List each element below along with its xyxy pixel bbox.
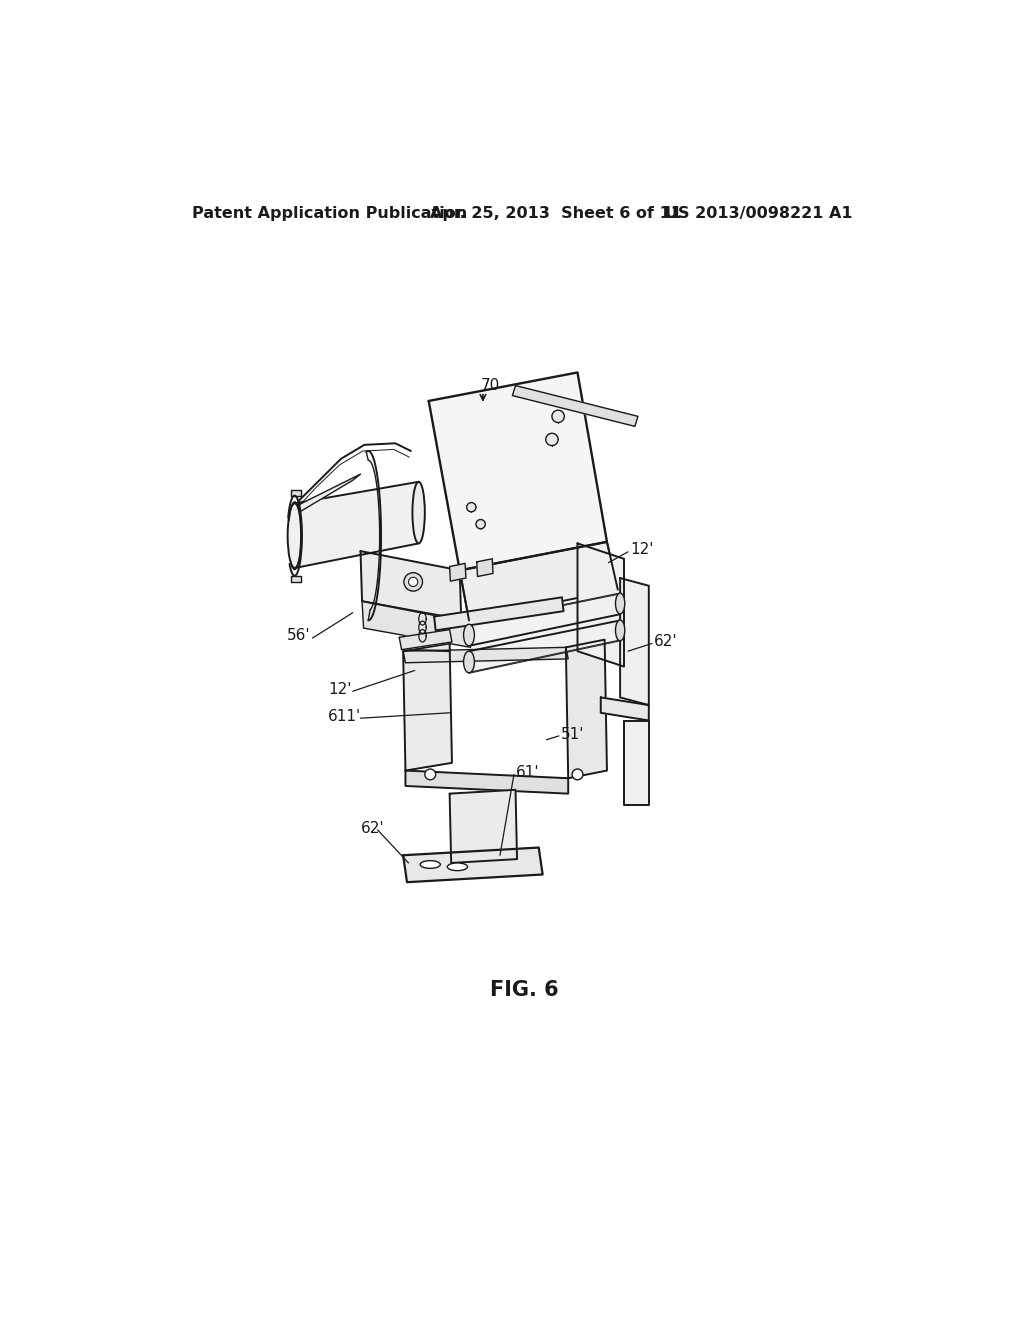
Ellipse shape <box>420 861 440 869</box>
Ellipse shape <box>464 624 474 645</box>
Circle shape <box>572 770 583 780</box>
Polygon shape <box>291 576 301 582</box>
Text: Patent Application Publication: Patent Application Publication <box>191 206 467 222</box>
Text: 12': 12' <box>630 543 653 557</box>
Text: 70: 70 <box>480 378 500 393</box>
Polygon shape <box>406 771 568 793</box>
Polygon shape <box>291 490 301 496</box>
Text: 12': 12' <box>328 682 351 697</box>
Polygon shape <box>566 640 607 779</box>
Polygon shape <box>512 385 638 426</box>
Polygon shape <box>469 594 621 673</box>
Polygon shape <box>403 644 452 771</box>
Text: Apr. 25, 2013  Sheet 6 of 11: Apr. 25, 2013 Sheet 6 of 11 <box>430 206 682 222</box>
Polygon shape <box>399 630 452 649</box>
Ellipse shape <box>615 620 625 640</box>
Polygon shape <box>624 721 649 805</box>
Polygon shape <box>450 564 466 581</box>
Circle shape <box>409 577 418 586</box>
Polygon shape <box>460 543 617 620</box>
Polygon shape <box>362 601 471 647</box>
Ellipse shape <box>413 482 425 544</box>
Circle shape <box>476 520 485 529</box>
Polygon shape <box>601 697 649 721</box>
Ellipse shape <box>615 593 625 614</box>
Text: 62': 62' <box>653 635 677 649</box>
Circle shape <box>403 573 423 591</box>
Polygon shape <box>450 789 517 863</box>
Text: 61': 61' <box>515 766 539 780</box>
Text: 51': 51' <box>560 727 584 742</box>
Polygon shape <box>299 474 360 512</box>
Circle shape <box>546 433 558 446</box>
Polygon shape <box>578 544 624 667</box>
Circle shape <box>467 503 476 512</box>
Polygon shape <box>360 552 461 620</box>
Polygon shape <box>434 597 563 631</box>
Text: FIG. 6: FIG. 6 <box>490 979 559 1001</box>
Circle shape <box>425 770 435 780</box>
Polygon shape <box>295 482 419 568</box>
Text: 56': 56' <box>287 628 310 643</box>
Ellipse shape <box>464 651 474 673</box>
Polygon shape <box>403 847 543 882</box>
Text: 611': 611' <box>328 709 361 725</box>
Text: US 2013/0098221 A1: US 2013/0098221 A1 <box>665 206 853 222</box>
Text: 62': 62' <box>360 821 384 836</box>
Circle shape <box>552 411 564 422</box>
Ellipse shape <box>447 863 467 871</box>
Ellipse shape <box>288 503 302 568</box>
Polygon shape <box>477 558 493 577</box>
Polygon shape <box>621 578 649 705</box>
Polygon shape <box>403 647 568 663</box>
Polygon shape <box>429 372 607 570</box>
